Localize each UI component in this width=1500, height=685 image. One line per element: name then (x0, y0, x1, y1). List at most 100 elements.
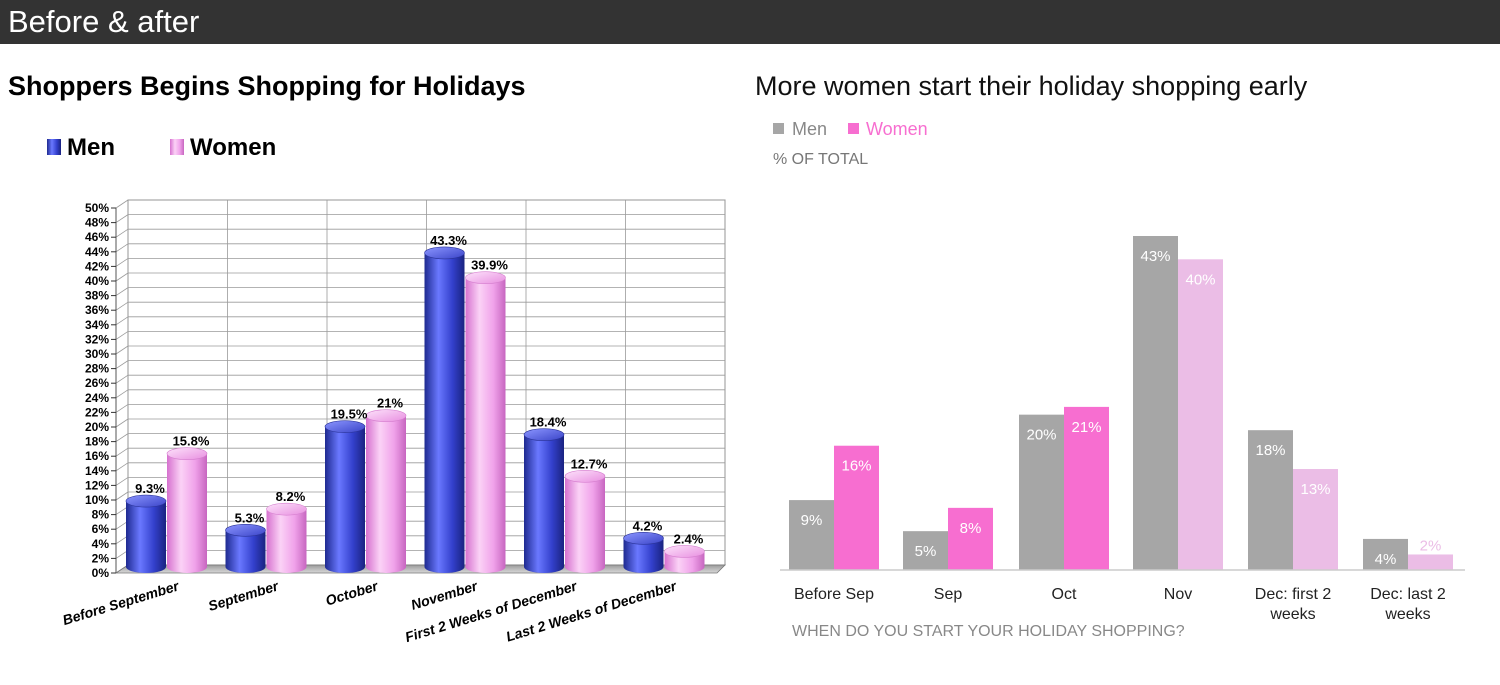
data-label: 21% (1071, 419, 1101, 436)
bar-women (166, 447, 208, 573)
y-tick-label: 4% (92, 537, 110, 551)
grid-line (115, 491, 129, 501)
bars (125, 246, 705, 573)
legend-swatch-men (773, 123, 784, 134)
y-tick-label: 26% (85, 376, 109, 390)
bar-top (266, 502, 307, 516)
grid-line (115, 258, 129, 267)
bar-women (1064, 406, 1109, 570)
bar-body (266, 509, 307, 573)
x-tick-label: weeks (1269, 606, 1315, 623)
legend-swatch-men (47, 139, 61, 155)
data-label: 16% (841, 458, 871, 475)
data-label: 43.3% (430, 233, 467, 248)
data-label: 2% (1420, 537, 1442, 554)
y-tick-label: 38% (85, 289, 109, 303)
bar-men (1019, 414, 1064, 570)
x-axis: Before September September October November… (61, 577, 680, 645)
y-axis: 0%2%4%6%8%10%12%14%16%18%20%22%24%26%28%… (85, 201, 116, 580)
bar-top (166, 447, 208, 460)
data-label: 15.8% (173, 434, 210, 449)
grid-line (115, 360, 129, 369)
y-tick-label: 42% (85, 259, 109, 273)
bar-men (789, 500, 834, 570)
data-labels: 9% 16% 5% 8% 20% 21% 43% 40% 18% 13% 4% 2% (801, 248, 1442, 568)
y-tick-label: 20% (85, 420, 109, 434)
data-label: 5% (915, 543, 937, 560)
bar-men (1133, 236, 1178, 570)
data-labels: 9.3% 15.8% 5.3% 8.2% 19.5% 21% 43.3% 39.9% 18.4%… (135, 233, 704, 547)
chart-title: Shoppers Begins Shopping for Holidays (8, 71, 526, 101)
grid-line (115, 316, 129, 326)
bar-body (524, 434, 564, 573)
data-label: 18.4% (530, 415, 567, 430)
y-tick-label: 6% (92, 522, 110, 536)
x-tick-label: weeks (1384, 606, 1430, 623)
bar-top (324, 420, 366, 433)
bar-women (1293, 469, 1338, 570)
x-axis-title: WHEN DO YOU START YOUR HOLIDAY SHOPPING? (792, 623, 1185, 640)
bar-body (325, 426, 365, 573)
bar-women (365, 409, 407, 573)
data-label: 21% (377, 396, 403, 411)
bar-men (1248, 430, 1293, 570)
x-tick-label: Dec: first 2 (1255, 586, 1332, 603)
data-label: 5.3% (235, 510, 265, 525)
bar-top (623, 532, 664, 545)
page-title: Before & after (8, 4, 200, 39)
data-label: 12.7% (571, 456, 608, 471)
data-label: 9% (801, 512, 823, 529)
y-tick-label: 16% (85, 449, 109, 463)
y-tick-label: 0% (92, 566, 110, 580)
chart-subtitle: % OF TOTAL (773, 151, 868, 168)
bar-body (623, 538, 664, 573)
y-tick-label: 46% (85, 230, 109, 244)
grid-line (115, 433, 129, 442)
grid-line (115, 243, 129, 253)
y-tick-label: 30% (85, 347, 109, 361)
y-tick-label: 8% (92, 508, 110, 522)
data-label: 20% (1026, 427, 1056, 444)
x-tick-label: Before Sep (794, 586, 874, 603)
y-tick-label: 10% (85, 493, 109, 507)
x-tick-label: Last 2 Weeks of December (504, 577, 680, 645)
bar-men (225, 524, 266, 573)
grid-line (115, 418, 129, 428)
grid-line (115, 477, 129, 486)
x-tick-label: Before September (61, 577, 182, 628)
x-tick-label: Nov (1164, 586, 1192, 603)
bar-top (523, 428, 565, 441)
data-label: 13% (1300, 481, 1330, 498)
grid-line (115, 228, 129, 238)
y-tick-label: 24% (85, 391, 109, 405)
y-tick-label: 22% (85, 405, 109, 419)
data-label: 19.5% (331, 407, 368, 422)
x-tick-label: Sep (934, 586, 963, 603)
chart-title: More women start their holiday shopping … (755, 71, 1308, 101)
grid-line (115, 462, 129, 472)
bar-women (465, 271, 506, 573)
top-bar: Before & after (0, 0, 1500, 44)
grid-line (115, 331, 129, 340)
bar-women (266, 502, 307, 573)
bar-men (424, 246, 465, 573)
bar-body (126, 501, 166, 573)
data-label: 39.9% (471, 258, 508, 273)
bar-body (465, 277, 506, 573)
legend: Men Women (47, 134, 276, 161)
x-tick-label: Oct (1052, 586, 1077, 603)
bar-body (225, 530, 266, 573)
x-tick-label: September (206, 577, 281, 614)
y-tick-label: 50% (85, 201, 109, 215)
bar-women (948, 507, 993, 570)
bar-body (366, 415, 406, 573)
legend-label-women: Women (190, 134, 276, 161)
grid-line (115, 301, 129, 311)
grid-line (115, 404, 129, 413)
grid-line (115, 287, 129, 296)
x-axis: Before Sep Sep Oct Nov Dec: first 2 weeks Dec:… (794, 586, 1446, 623)
data-label: 2.4% (674, 531, 704, 546)
after-chart: More women start their holiday shopping … (755, 71, 1465, 640)
y-tick-label: 32% (85, 332, 109, 346)
y-tick-label: 36% (85, 303, 109, 317)
